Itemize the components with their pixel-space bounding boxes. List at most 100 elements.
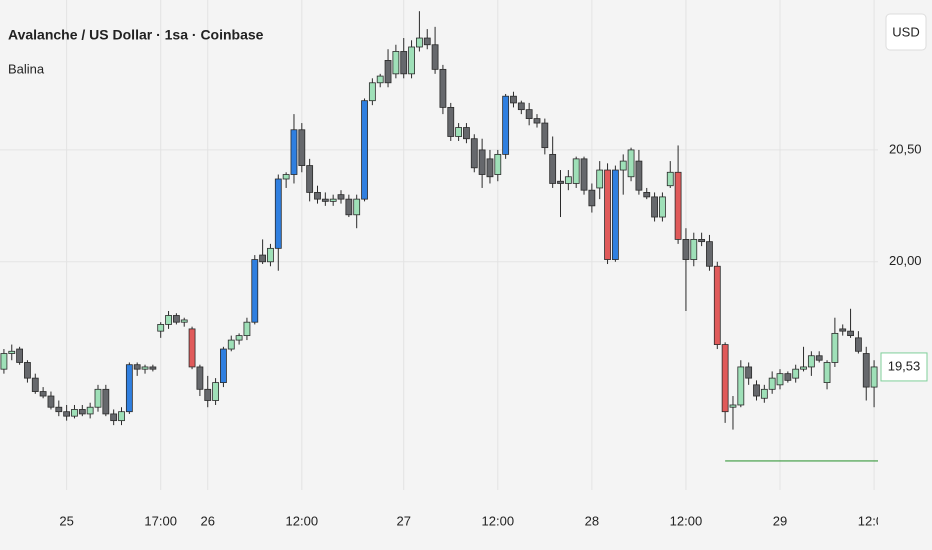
x-tick-label: 12:00 [858,513,891,528]
last-price-label: 19,53 [888,358,921,373]
candle-body [839,328,847,332]
candle-body [823,362,831,384]
x-tick-label: 25 [59,513,73,528]
candle-body [659,196,666,218]
candle-body [345,198,353,216]
candle-body [510,95,517,104]
candle-body [517,102,525,111]
candle-body [47,395,55,408]
candle-body [361,100,368,200]
candle-body [470,138,478,169]
candle-body [204,388,212,401]
candle-body [376,75,384,84]
candle-body [94,388,102,408]
candle-body [188,328,196,368]
candle-body [455,127,462,137]
candle-body [698,239,706,243]
candle-body [525,109,533,119]
candle-body [314,192,321,200]
candle-body [31,377,39,392]
candle-body [494,153,502,175]
candle-body [619,160,627,171]
candle-body [290,129,298,175]
candle-body [24,362,31,379]
candle-body [118,411,125,422]
candle-body [423,37,431,46]
candle-body [220,348,227,384]
candle-body [102,388,110,415]
candle-body [235,335,243,341]
last-price-box [880,352,928,382]
candle-body [157,324,165,332]
candle-body [541,122,549,149]
candle-body [141,366,149,370]
candle-body [611,169,619,260]
candle-body [604,169,611,260]
x-tick-label: 12:00 [670,513,703,528]
candle-body [408,46,415,75]
chart-title: Avalanche / US Dollar · 1sa · Coinbase [8,27,264,43]
candle-body [133,364,141,370]
x-tick-label: 17:00 [144,513,177,528]
candle-body [580,158,588,191]
candle-body [737,366,745,406]
candle-body [227,339,235,350]
candle-body [298,129,306,166]
candle-body [416,37,423,48]
candle-body [251,259,259,323]
candle-body [706,241,713,267]
candle-body [63,411,71,417]
subtitle: Balina [8,61,45,76]
candle-body [439,68,447,108]
candle-body [745,366,753,379]
candle-body [855,337,862,352]
candle-body [212,382,219,401]
x-tick-label: 29 [773,513,787,528]
candle-body [180,319,188,323]
candle-body [768,377,776,390]
currency[interactable]: USD [892,24,919,39]
candle-body [0,353,8,370]
candle-body [682,239,690,260]
candle-body [651,196,658,218]
candle-body [870,366,878,388]
candle-body [862,353,870,388]
candle-body [564,176,572,184]
candle-body [847,330,854,337]
currency-box[interactable] [885,13,927,51]
candle-body [353,198,361,216]
candle-body [486,158,494,178]
candle-body [86,406,94,415]
candle-body [753,384,760,397]
candle-body [760,388,768,399]
candle-body [784,373,792,381]
candle-body [110,413,118,422]
candle-body [643,192,651,198]
plot-area: 25 17:00 26 12:00 27 12:00 28 12:00 29 12:00 [0,0,891,528]
candle-body [729,404,737,408]
candle-body [815,355,823,361]
candle-body [800,366,807,370]
candle-body [502,95,510,155]
candle-body [384,60,392,84]
candle-body [463,127,470,140]
candle-body [635,160,643,191]
candle-body [8,350,16,354]
candle-body [321,198,329,202]
candle-body [792,368,800,379]
y-tick-label: 20,50 [889,141,922,156]
candle-body [149,366,157,370]
candle-body [368,82,376,102]
x-tick-label: 28 [585,513,599,528]
candle-body [557,180,564,184]
candle-body [478,149,486,175]
candle-body [259,254,267,263]
candle-body [329,198,337,202]
candle-body [831,332,839,363]
candle-body [78,409,86,415]
candle-body [125,364,133,413]
candle-body [392,51,400,75]
candle-body [807,355,815,368]
candle-body [596,169,604,189]
